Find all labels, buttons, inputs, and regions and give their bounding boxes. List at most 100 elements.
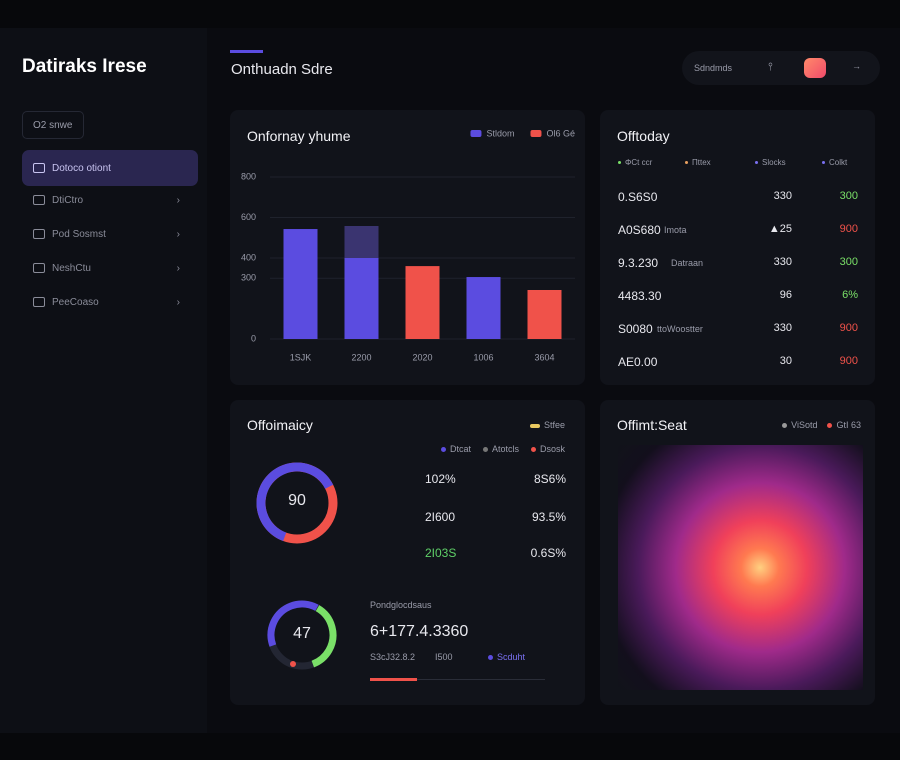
legend-label: Dsosk xyxy=(539,444,565,454)
panel-title: Offoimaicy xyxy=(247,417,313,433)
kpi-panel: Offoimaicy Stfee Dtcat Atotcls Dsosk 90 … xyxy=(230,400,585,705)
cell: 330 xyxy=(773,322,792,334)
cell: 330 xyxy=(773,190,792,202)
foot-label: Scduht xyxy=(488,652,525,662)
icon[interactable]: → xyxy=(852,61,861,71)
donut-value: 47 xyxy=(293,625,311,642)
header-pill: Sdndmds ⫯ → xyxy=(682,51,880,85)
cell: 9.3.230 xyxy=(618,256,659,270)
search-box[interactable]: O2 snwe xyxy=(22,111,84,139)
cell: 900 xyxy=(839,355,858,367)
legend-label: Atotcls xyxy=(491,444,519,454)
cell: AE0.00 xyxy=(618,355,658,369)
panel-title: Offtoday xyxy=(617,128,670,144)
stat: 8S6% xyxy=(533,472,566,486)
dot xyxy=(822,161,825,165)
cell: Datraan xyxy=(671,258,704,268)
caption: Pondglocdsaus xyxy=(370,600,432,610)
stat: 2I03S xyxy=(425,546,457,560)
panel-title: Onfornay yhume xyxy=(247,128,351,144)
heatmap xyxy=(618,445,863,690)
y-tick-label: 300 xyxy=(241,273,256,283)
cell: 0.S6S0 xyxy=(618,190,658,204)
column-header: ΦCt ccr xyxy=(618,158,652,167)
legend-label: Ol6 Gé xyxy=(546,128,575,138)
bar xyxy=(466,277,501,339)
header-title: Onthuadn Sdre xyxy=(231,61,333,78)
bar xyxy=(344,226,379,258)
foot-label: S3cJ32.8.2 xyxy=(370,652,416,662)
legend-label: Stldom xyxy=(486,128,514,138)
bar xyxy=(344,258,379,339)
x-tick-label: 1006 xyxy=(473,352,493,362)
cell: 900 xyxy=(839,223,858,235)
legend-label: Scduht xyxy=(497,652,526,662)
x-tick-label: 3604 xyxy=(534,352,554,362)
cell: ▲25 xyxy=(768,223,792,235)
app-title: Datiraks Irese xyxy=(22,56,147,77)
column-header: Πttex xyxy=(685,158,711,167)
column-header: Slocks xyxy=(755,158,786,167)
dot xyxy=(755,161,758,165)
cell: 6% xyxy=(842,289,858,301)
legend-label: ViSotd xyxy=(791,420,818,430)
stat: 102% xyxy=(425,472,456,486)
nav-item[interactable]: Pod Sosmst xyxy=(22,216,198,252)
nav-item[interactable]: PeeCoaso xyxy=(22,284,198,320)
x-tick-label: 1SJK xyxy=(290,352,312,362)
pill-label[interactable]: Sdndmds xyxy=(694,63,733,73)
donut xyxy=(256,462,338,544)
cell: Imota xyxy=(664,225,687,235)
bar xyxy=(283,229,318,339)
cell: 4483.30 xyxy=(618,289,662,303)
progress xyxy=(370,678,417,681)
foot-label: I500 xyxy=(435,652,453,662)
nav-item[interactable]: NeshCtu xyxy=(22,250,198,286)
stat-row: 2I600 93.5% xyxy=(400,510,566,532)
stat-row: 102% 8S6% xyxy=(400,472,566,494)
legend: Stfee xyxy=(529,420,565,430)
bar-panel: Onfornay yhume 0 300 400 600 800 Ol6 Gé Stldom… xyxy=(230,110,585,385)
cell: 96 xyxy=(779,289,792,301)
legend: ViSotd GtI 63 xyxy=(782,420,861,430)
y-tick-label: 400 xyxy=(241,252,256,262)
donut xyxy=(267,600,337,670)
stat-row: 2I03S 0.6S% xyxy=(400,546,566,568)
cell: A0S680 xyxy=(618,223,661,237)
heat-panel: Offimt:Seat ViSotd GtI 63 xyxy=(600,400,875,705)
cell: 330 xyxy=(773,256,792,268)
bar xyxy=(527,289,562,339)
stat: 2I600 xyxy=(425,510,456,524)
y-tick-label: 600 xyxy=(241,212,256,222)
panel-title: Offimt:Seat xyxy=(617,417,687,433)
stat: 0.6S% xyxy=(530,546,566,560)
bar xyxy=(405,266,440,339)
nav-item[interactable]: Dotoco otiont xyxy=(22,150,198,186)
dot xyxy=(618,161,621,165)
donut-value: 90 xyxy=(288,492,306,509)
table-panel: Offtoday ΦCt ccr Πttex Slocks Colkt 0.S6S0 33… xyxy=(600,110,875,385)
x-tick-label: 2200 xyxy=(351,352,371,362)
big-value: 6+177.4.3360 xyxy=(370,623,469,640)
sub-legend: Dtcat Atotcls Dsosk xyxy=(440,444,565,454)
bar-chart: 0 300 400 600 800 Ol6 Gé Stldom 1SJK 2200 2020 100… xyxy=(241,128,575,362)
icon[interactable]: ⫯ xyxy=(768,61,773,73)
cell: 30 xyxy=(779,355,792,367)
avatar[interactable] xyxy=(804,58,826,78)
legend-swatch xyxy=(470,130,482,137)
column-header: Colkt xyxy=(822,158,847,167)
track xyxy=(370,679,545,680)
legend-label: GtI 63 xyxy=(836,420,861,430)
y-tick-label: 0 xyxy=(251,333,256,343)
legend-label: Stfee xyxy=(543,420,565,430)
legend-swatch xyxy=(530,130,542,137)
x-tick-label: 2020 xyxy=(412,352,432,362)
dot xyxy=(685,161,688,165)
stat: 93.5% xyxy=(531,510,566,524)
cell: 900 xyxy=(839,322,858,334)
cell: 300 xyxy=(839,256,858,268)
nav-item[interactable]: DtiCtro xyxy=(22,182,198,218)
cell: ttoWoostter xyxy=(657,324,703,334)
cell: 300 xyxy=(839,190,858,202)
